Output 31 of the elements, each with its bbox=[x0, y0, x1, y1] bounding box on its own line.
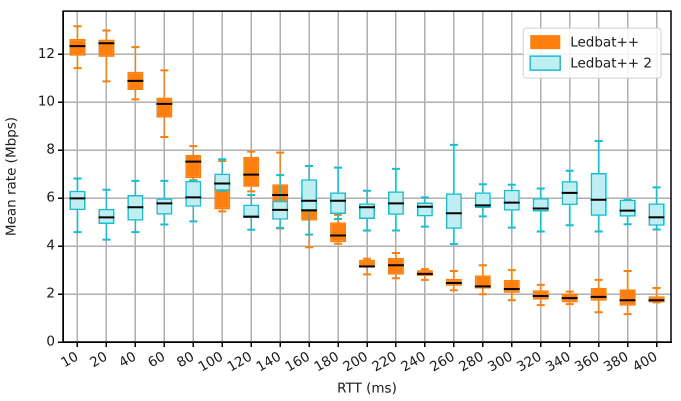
y-tick-label: 4 bbox=[46, 238, 55, 254]
x-tick-label: 80 bbox=[174, 348, 198, 372]
y-axis-title: Mean rate (Mbps) bbox=[4, 116, 20, 236]
x-tick-label: 60 bbox=[145, 348, 168, 372]
x-tick-label: 280 bbox=[456, 348, 487, 376]
x-tick-label: 300 bbox=[485, 348, 516, 376]
y-tick-label: 6 bbox=[46, 190, 55, 206]
y-tick-label: 0 bbox=[46, 334, 55, 350]
x-tick-label: 380 bbox=[600, 348, 632, 376]
legend-label: Ledbat++ bbox=[570, 34, 640, 51]
x-tick-label: 260 bbox=[427, 348, 458, 376]
x-tick-label: 160 bbox=[282, 348, 313, 376]
x-tick-label: 400 bbox=[630, 348, 660, 376]
y-tick-label: 12 bbox=[38, 46, 55, 62]
x-tick-label: 100 bbox=[196, 348, 226, 376]
y-tick-label: 8 bbox=[46, 142, 55, 158]
x-tick-label: 40 bbox=[116, 348, 140, 372]
x-axis-title: RTT (ms) bbox=[337, 380, 397, 396]
x-tick-label: 140 bbox=[254, 348, 284, 376]
y-tick-label: 2 bbox=[46, 286, 55, 302]
legend-label: Ledbat++ 2 bbox=[570, 56, 652, 72]
x-tick-label: 120 bbox=[224, 348, 255, 376]
x-tick-label: 360 bbox=[572, 348, 602, 376]
x-tick-label: 220 bbox=[369, 348, 400, 376]
x-tick-label: 20 bbox=[87, 348, 110, 372]
x-tick-label: 340 bbox=[543, 348, 574, 376]
x-tick-label: 240 bbox=[398, 348, 429, 376]
x-tick-label: 180 bbox=[311, 348, 342, 376]
y-tick-label: 10 bbox=[38, 94, 55, 110]
x-tick-label: 320 bbox=[514, 348, 544, 376]
x-tick-label: 200 bbox=[340, 348, 371, 376]
